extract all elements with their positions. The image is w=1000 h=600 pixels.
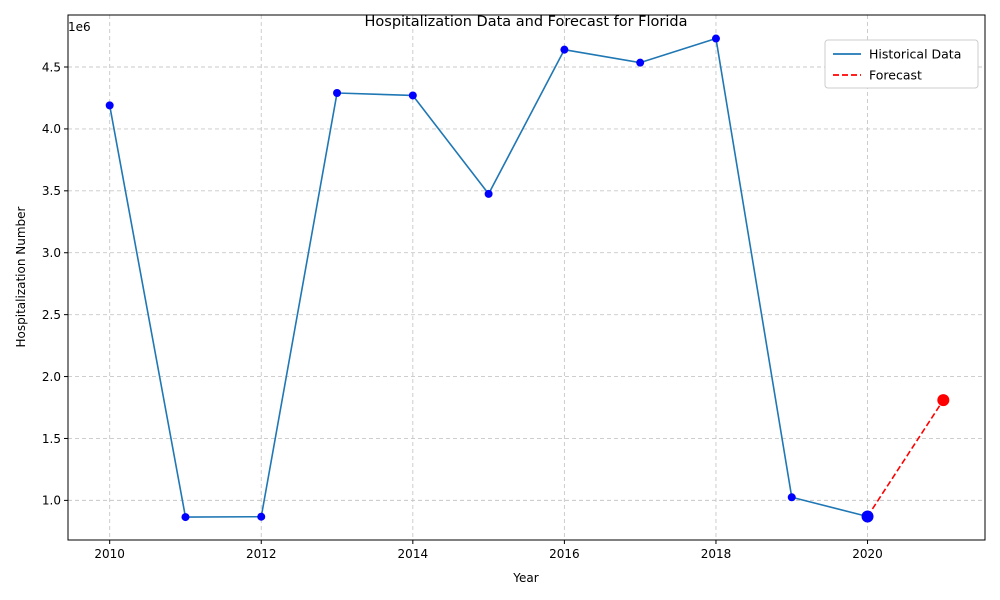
y-tick-label: 1.0 <box>42 494 61 508</box>
y-axis-ticks: 1.0 1.5 2.0 2.5 3.0 3.5 4.0 4.5 <box>42 60 68 508</box>
x-tick-label: 2014 <box>398 547 429 561</box>
x-axis-label: Year <box>512 571 538 585</box>
historical-data-point <box>560 45 569 54</box>
y-tick-label: 1.5 <box>42 432 61 446</box>
historical-data-point <box>711 34 720 43</box>
y-tick-label: 2.0 <box>42 370 61 384</box>
historical-data-point <box>257 512 266 521</box>
historical-data-point <box>333 89 342 98</box>
legend-forecast-label: Forecast <box>869 68 922 83</box>
historical-data-point <box>105 101 114 110</box>
legend-frame <box>824 39 979 89</box>
y-tick-label: 4.0 <box>42 122 61 136</box>
x-tick-label: 2016 <box>549 547 580 561</box>
historical-data-point <box>408 91 417 100</box>
y-axis-offset-label: 1e6 <box>68 20 91 34</box>
plot-area-frame <box>67 14 986 541</box>
x-tick-label: 2012 <box>246 547 277 561</box>
x-tick-label: 2020 <box>852 547 883 561</box>
y-tick-label: 4.5 <box>42 60 61 74</box>
x-tick-label: 2010 <box>94 547 125 561</box>
y-tick-label: 3.5 <box>42 184 61 198</box>
legend-historical-label: Historical Data <box>869 47 961 62</box>
forecast-point <box>937 394 950 407</box>
series-markers <box>105 34 950 523</box>
legend: Historical Data Forecast <box>824 39 979 89</box>
y-tick-label: 2.5 <box>42 308 61 322</box>
last-historical-point <box>861 510 874 523</box>
x-axis-ticks: 2010 2012 2014 2016 2018 2020 <box>94 540 883 561</box>
chart-title: Hospitalization Data and Forecast for Fl… <box>364 14 687 30</box>
historical-data-point <box>636 58 645 67</box>
x-tick-label: 2018 <box>701 547 732 561</box>
y-tick-label: 3.0 <box>42 246 61 260</box>
y-axis-label: Hospitalization Number <box>14 206 28 347</box>
historical-data-point <box>484 189 493 198</box>
historical-data-point <box>787 493 796 502</box>
forecast-line <box>866 399 944 517</box>
historical-data-point <box>181 513 190 522</box>
